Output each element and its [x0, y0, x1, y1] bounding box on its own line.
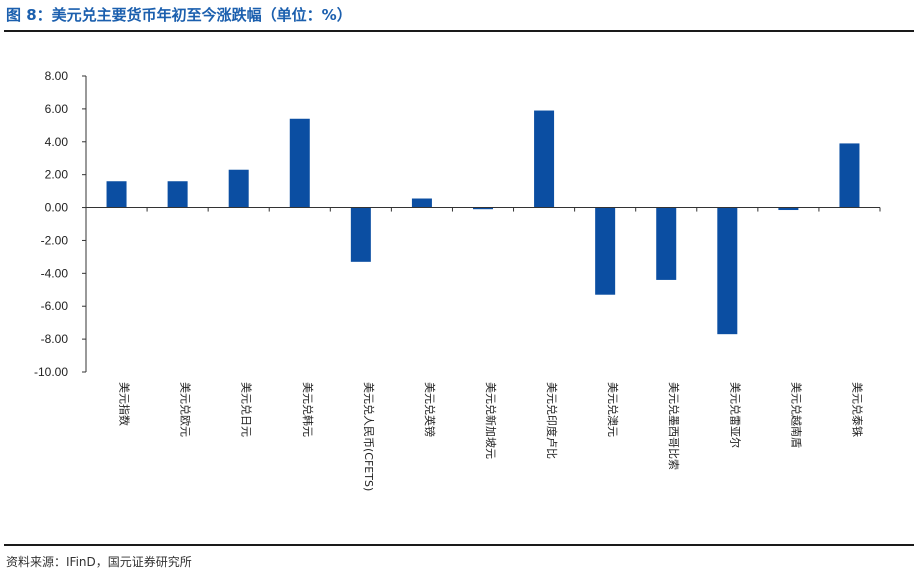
bar [289, 118, 310, 208]
bar [778, 207, 799, 211]
y-tick-label: -8.00 [41, 332, 69, 346]
bar-chart: 8.00 6.00 4.00 2.00 0.00 -2.00 -4.00 -6.00 -8.00… [34, 69, 881, 491]
bar [534, 110, 555, 208]
y-tick-label: -10.00 [34, 365, 68, 379]
y-tick-label: 2.00 [45, 168, 69, 182]
bar [595, 207, 616, 295]
y-axis: 8.00 6.00 4.00 2.00 0.00 -2.00 -4.00 -6.00 -8.00… [34, 69, 87, 379]
bar [411, 198, 432, 208]
y-tick-label: -4.00 [41, 266, 69, 280]
x-category-label: 美元兑欧元 [179, 382, 193, 437]
y-tick-label: 6.00 [45, 102, 69, 116]
x-category-label: 美元兑越南盾 [789, 382, 803, 448]
y-tick-label: -6.00 [41, 299, 69, 313]
bars-group [106, 110, 860, 335]
x-category-label: 美元兑澳元 [606, 382, 620, 437]
bar [106, 181, 127, 208]
x-category-label: 美元指数 [118, 382, 132, 426]
bar [717, 207, 738, 335]
bar [473, 207, 493, 210]
category-labels: 美元指数 美元兑欧元 美元兑日元 美元兑韩元 美元兑人民币(CFETS) 美元兑英镑 美元兑… [118, 382, 865, 491]
x-category-label: 美元兑泰铢 [850, 382, 864, 437]
x-axis [86, 207, 881, 212]
x-category-label: 美元兑英镑 [423, 382, 437, 437]
x-category-label: 美元兑墨西哥比索 [667, 382, 681, 470]
source-note: 资料来源：IFinD，国元证券研究所 [6, 555, 192, 569]
x-category-label: 美元兑日元 [240, 382, 254, 437]
x-category-label: 美元兑印度卢比 [545, 382, 559, 459]
y-tick-label: 8.00 [45, 69, 69, 83]
bottom-divider [4, 544, 914, 546]
bar [350, 207, 371, 262]
y-tick-label: -2.00 [41, 233, 69, 247]
x-category-label: 美元兑新加坡元 [484, 382, 498, 459]
bar [656, 207, 677, 280]
x-category-label: 美元兑人民币(CFETS) [362, 382, 376, 491]
bar [839, 143, 860, 208]
x-category-label: 美元兑韩元 [301, 382, 315, 437]
chart-title: 图 8：美元兑主要货币年初至今涨跌幅（单位：%） [6, 6, 352, 24]
bar [228, 169, 249, 208]
bar [167, 181, 188, 208]
y-tick-label: 0.00 [45, 201, 69, 215]
y-tick-label: 4.00 [45, 135, 69, 149]
x-category-label: 美元兑雷亚尔 [728, 382, 742, 448]
top-divider [4, 30, 914, 32]
